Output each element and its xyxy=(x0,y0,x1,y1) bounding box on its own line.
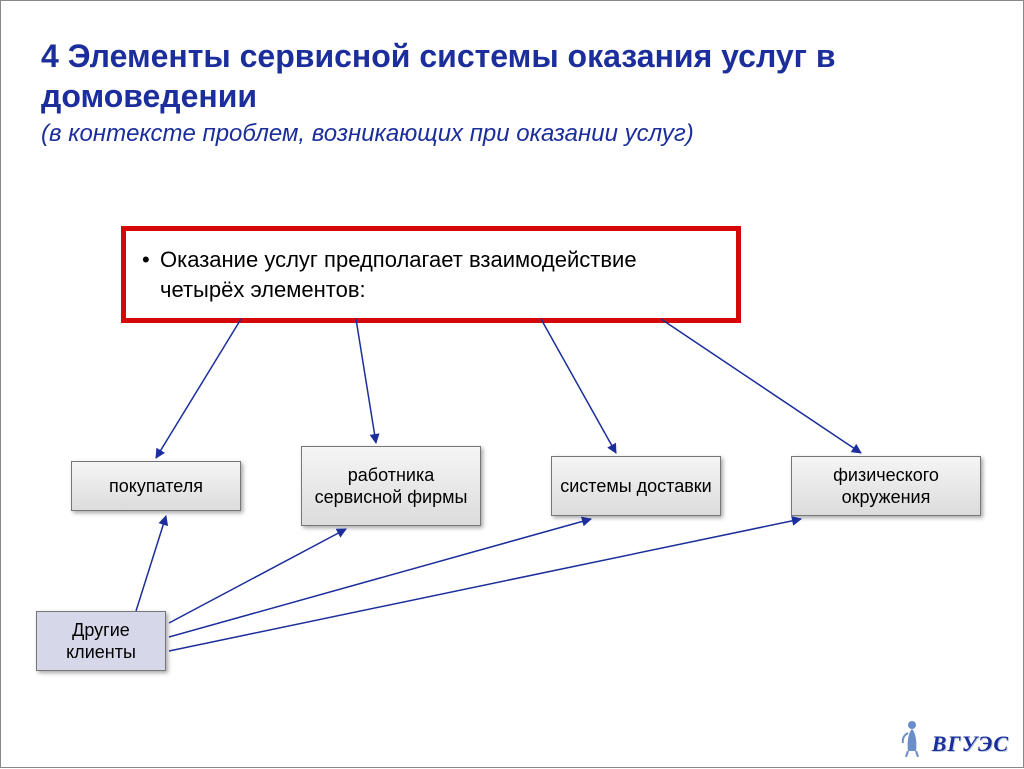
arrow-clients-to-deliv xyxy=(169,519,591,637)
arrow-redbox-to-worker xyxy=(356,319,376,443)
arrow-clients-to-worker xyxy=(169,529,346,623)
node-buyer-label: покупателя xyxy=(109,475,203,498)
slide-title: 4 Элементы сервисной системы оказания ус… xyxy=(41,36,983,116)
arrow-clients-to-env xyxy=(169,519,801,651)
slide-subtitle: (в контексте проблем, возникающих при ок… xyxy=(41,120,983,148)
arrow-redbox-to-buyer xyxy=(156,319,241,458)
logo-icon xyxy=(898,717,926,757)
node-other-clients-label: Другие клиенты xyxy=(45,619,157,664)
node-environment-label: физического окружения xyxy=(800,464,972,509)
node-delivery-label: системы доставки xyxy=(560,475,711,498)
main-statement-box: Оказание услуг предполагает взаимодейств… xyxy=(121,226,741,323)
node-delivery: системы доставки xyxy=(551,456,721,516)
node-worker-label: работника сервисной фирмы xyxy=(310,464,472,509)
footer-logo: ВГУЭС xyxy=(898,717,1009,757)
node-buyer: покупателя xyxy=(71,461,241,511)
node-environment: физического окружения xyxy=(791,456,981,516)
logo-text: ВГУЭС xyxy=(932,731,1009,757)
node-other-clients: Другие клиенты xyxy=(36,611,166,671)
main-statement-text: Оказание услуг предполагает взаимодейств… xyxy=(160,247,637,302)
arrow-redbox-to-deliv xyxy=(541,319,616,453)
arrow-clients-to-buyer xyxy=(136,516,166,611)
arrow-redbox-to-env xyxy=(661,319,861,453)
node-worker: работника сервисной фирмы xyxy=(301,446,481,526)
